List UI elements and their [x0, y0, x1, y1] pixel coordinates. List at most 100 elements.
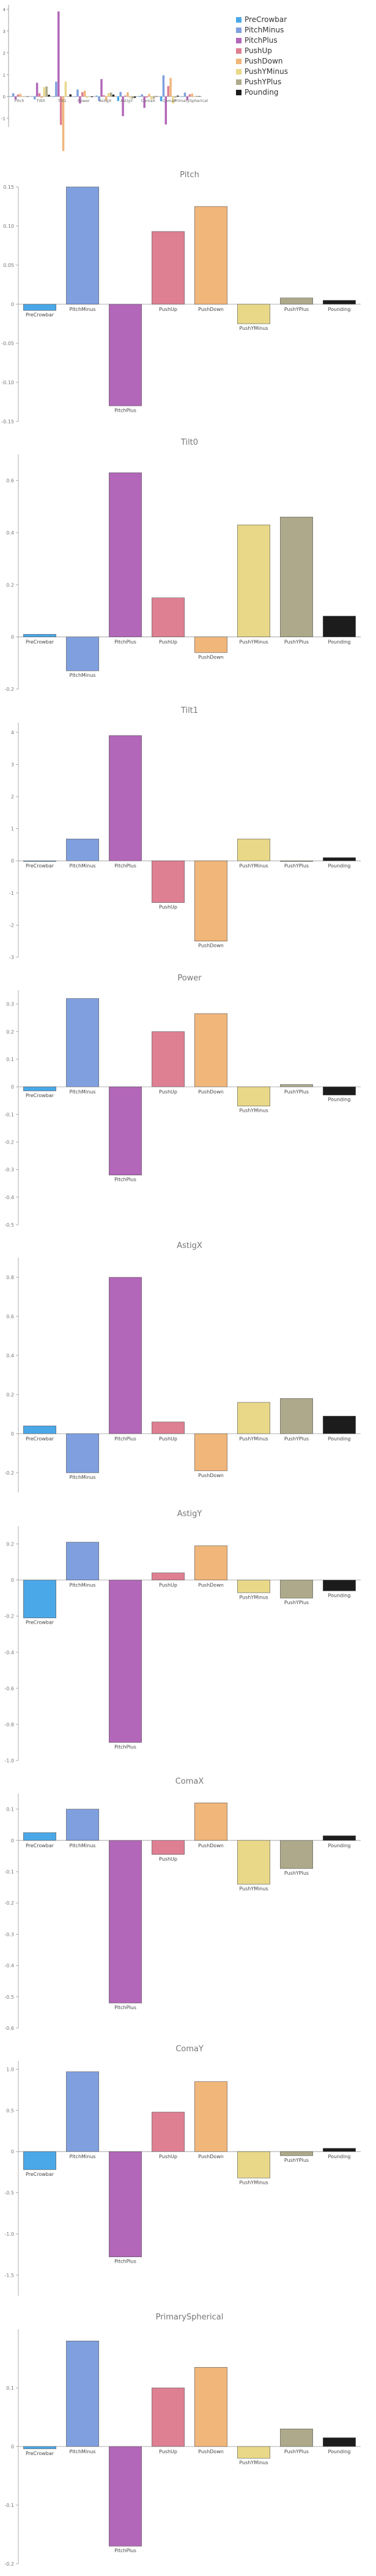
- power-bar-PushUp: [152, 1031, 185, 1087]
- astigx-bar-PushDown: [194, 1433, 227, 1472]
- astigx-category-label: PushDown: [198, 1473, 224, 1478]
- comay-bar-PushYMinus: [237, 2151, 270, 2178]
- overview-bar-AstigY-PitchPlus: [122, 97, 124, 117]
- legend-swatch-PitchMinus: [236, 27, 241, 33]
- astigx-bar-PitchPlus: [109, 1277, 142, 1434]
- legend-label-Pounding: Pounding: [245, 88, 279, 97]
- primaryspherical-bar-PushUp: [152, 2387, 185, 2447]
- comax-bar-PreCrowbar: [23, 1832, 56, 1841]
- astigy-ytick-label: -0.2: [4, 1614, 14, 1619]
- astigy-bar-PitchMinus: [66, 1542, 99, 1580]
- astigy-ytick-label: -0.8: [4, 1722, 14, 1728]
- legend-swatch-PreCrowbar: [236, 17, 241, 23]
- comay-category-label: PushYMinus: [239, 2180, 268, 2185]
- tilt0-ytick-label: 0.6: [6, 478, 14, 484]
- comax-bar-PitchMinus: [66, 1809, 99, 1841]
- legend-label-PitchMinus: PitchMinus: [245, 26, 284, 34]
- tilt1-category-label: PushYMinus: [239, 863, 268, 869]
- comax-bar-PushYMinus: [237, 1840, 270, 1885]
- overview-bar-AstigX-PushDown: [105, 97, 108, 101]
- overview-ytick-label: 3: [3, 29, 6, 34]
- tilt1-bar-PushYMinus: [237, 839, 270, 861]
- overview-bar-ComaX-PitchMinus: [141, 94, 144, 97]
- comax-bar-PitchPlus: [109, 1840, 142, 2004]
- tilt1-ytick-label: 2: [11, 794, 14, 800]
- astigy-ytick-label: 0: [11, 1578, 14, 1583]
- astigx-bar-PushUp: [152, 1421, 185, 1434]
- primaryspherical-bar-PushYMinus: [237, 2446, 270, 2459]
- tilt1-category-label: PitchPlus: [114, 863, 136, 869]
- overview-bar-ComaY-PushYPlus: [174, 97, 177, 98]
- astigy-bar-PitchPlus: [109, 1580, 142, 1743]
- primaryspherical-ytick-label: 0: [11, 2444, 14, 2450]
- tilt0-category-label: PushYPlus: [284, 640, 309, 645]
- pitch-ytick-label: -0.15: [1, 419, 14, 425]
- comax-ytick-label: 0.1: [6, 1807, 14, 1812]
- astigy-bar-Pounding: [323, 1580, 356, 1591]
- pitch-category-label: PushYMinus: [239, 326, 268, 331]
- comay-category-label: PitchMinus: [70, 2154, 96, 2159]
- overview-category-label: AstigY: [120, 98, 133, 103]
- power-ytick-label: -0.2: [4, 1139, 14, 1145]
- tilt1-ytick-label: 0: [11, 858, 14, 864]
- astigy-category-label: PitchMinus: [70, 1583, 96, 1588]
- overview-ytick-label: 1: [3, 73, 6, 78]
- overview-category-label: PrimarySpherical: [174, 98, 208, 103]
- comay-ytick-label: 0.5: [6, 2108, 14, 2114]
- overview-category-label: Power: [78, 98, 90, 103]
- astigy-ytick-label: -0.4: [4, 1650, 14, 1655]
- tilt0-bar-Pounding: [323, 616, 356, 637]
- overview-bar-Power-PitchPlus: [79, 97, 81, 104]
- tilt0-chart-title: Tilt0: [180, 438, 198, 447]
- astigy-category-label: PushYMinus: [239, 1594, 268, 1600]
- power-category-label: PushUp: [159, 1089, 177, 1095]
- overview-ytick-label: -1: [1, 117, 6, 122]
- overview-category-label: Tilt0: [36, 98, 45, 103]
- tilt0-category-label: PreCrowbar: [26, 640, 54, 645]
- astigx-ytick-label: 0: [11, 1431, 14, 1437]
- astigy-chart-title: AstigY: [177, 1509, 202, 1519]
- comay-bar-PushUp: [152, 2112, 185, 2152]
- power-category-label: PitchMinus: [70, 1089, 96, 1095]
- overview-category-label: Tilt1: [57, 98, 67, 103]
- astigx-category-label: Pounding: [328, 1436, 350, 1442]
- overview-bar-ComaX-PushUp: [146, 97, 148, 98]
- primaryspherical-category-label: PitchMinus: [70, 2449, 96, 2454]
- primaryspherical-category-label: PushYMinus: [239, 2460, 268, 2465]
- comay-category-label: PushYPlus: [284, 2158, 309, 2163]
- power-bar-PreCrowbar: [23, 1086, 56, 1092]
- astigy-category-label: PreCrowbar: [26, 1620, 54, 1626]
- primaryspherical-ytick-label: 0.1: [6, 2385, 14, 2391]
- astigx-chart-title: AstigX: [177, 1241, 202, 1250]
- pitch-ytick-label: 0.15: [3, 184, 14, 190]
- comay-bar-Pounding: [323, 2148, 356, 2152]
- astigx-category-label: PreCrowbar: [26, 1436, 54, 1442]
- legend-label-PitchPlus: PitchPlus: [245, 36, 278, 45]
- power-ytick-label: -0.1: [4, 1112, 14, 1117]
- overview-bar-AstigX-Pounding: [112, 94, 115, 97]
- astigy-ytick-label: -0.6: [4, 1686, 14, 1691]
- overview-bar-Tilt0-PushUp: [38, 93, 41, 97]
- tilt1-ytick-label: 1: [11, 826, 14, 832]
- astigy-category-label: Pounding: [328, 1593, 350, 1598]
- comax-category-label: Pounding: [328, 1843, 350, 1848]
- overview-bar-AstigY-PreCrowbar: [117, 97, 120, 101]
- power-ytick-label: -0.3: [4, 1167, 14, 1173]
- overview-bar-AstigX-PreCrowbar: [95, 95, 98, 97]
- pitch-category-label: PushUp: [159, 307, 177, 312]
- comax-bar-PushYPlus: [280, 1840, 313, 1869]
- astigx-category-label: PitchPlus: [114, 1436, 136, 1442]
- overview-bar-PrimarySpherical-PushYPlus: [196, 95, 198, 97]
- power-ytick-label: 0.3: [6, 1002, 14, 1007]
- pitch-category-label: PushDown: [198, 307, 224, 312]
- comay-category-label: PitchPlus: [114, 2259, 136, 2264]
- power-ytick-label: 0.2: [6, 1029, 14, 1035]
- comay-category-label: PreCrowbar: [26, 2172, 54, 2177]
- tilt0-bar-PitchPlus: [109, 472, 142, 637]
- tilt1-category-label: PitchMinus: [70, 863, 96, 869]
- astigx-ytick-label: 0.2: [6, 1392, 14, 1398]
- overview-bar-Tilt0-PitchMinus: [34, 97, 36, 100]
- comax-ytick-label: 0: [11, 1838, 14, 1844]
- legend-swatch-Pounding: [236, 90, 241, 95]
